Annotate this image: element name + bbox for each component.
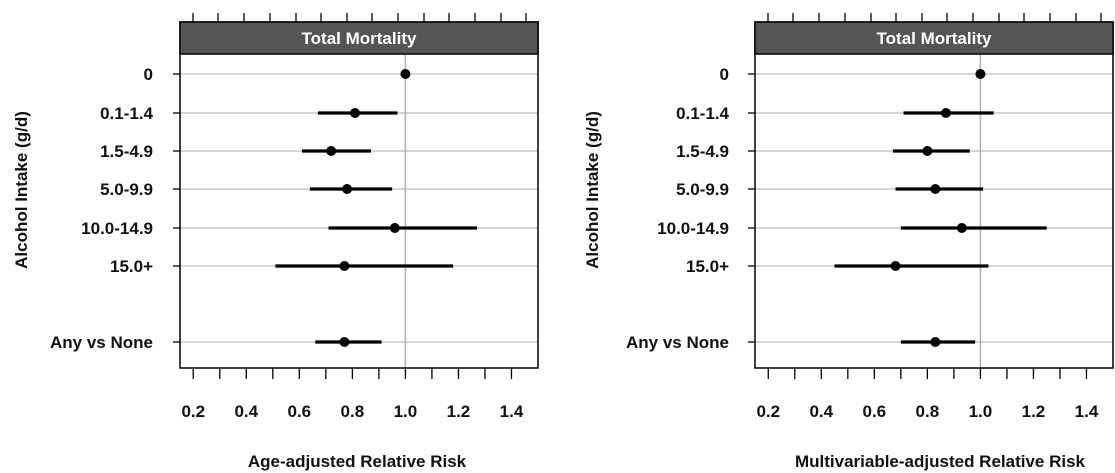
category-label: 15.0+	[110, 257, 153, 276]
point-estimate	[339, 337, 350, 347]
x-tick-label: 1.4	[1075, 402, 1099, 421]
panel-title: Total Mortality	[302, 29, 417, 48]
category-label: 5.0-9.9	[676, 180, 729, 199]
point-estimate	[890, 261, 901, 271]
right-panel: 0 0.1-1.4 1.5-4.9 5.0-9.9 10.0-14.9 15.0+ Any …	[583, 13, 1114, 471]
x-axis-title: Age-adjusted Relative Risk	[248, 452, 467, 471]
x-tick-label: 1.0	[394, 402, 418, 421]
category-label: 1.5-4.9	[100, 142, 153, 161]
x-tick-label: 0.2	[181, 402, 205, 421]
point-estimate	[930, 184, 941, 194]
category-label: 0.1-1.4	[676, 104, 729, 123]
x-tick-label: 0.8	[916, 402, 940, 421]
left-panel: 0 0.1-1.4 1.5-4.9 5.0-9.9 10.0-14.9 15.0+ Any …	[12, 13, 539, 471]
strip-header	[179, 21, 539, 55]
category-label: 1.5-4.9	[676, 142, 729, 161]
x-tick-label: 0.6	[863, 402, 887, 421]
x-tick-label: 0.6	[288, 402, 312, 421]
point-estimate	[975, 69, 986, 79]
x-tick-label: 0.4	[234, 402, 258, 421]
category-label: Any vs None	[50, 333, 153, 352]
y-axis-title: Alcohol Intake (g/d)	[583, 111, 602, 269]
point-estimate	[350, 108, 361, 118]
x-axis-title: Multivariable-adjusted Relative Risk	[795, 452, 1086, 471]
category-label: 15.0+	[686, 257, 729, 276]
category-label: 0	[720, 65, 729, 84]
point-estimate	[400, 69, 411, 79]
category-label: 5.0-9.9	[100, 180, 153, 199]
category-label: Any vs None	[626, 333, 729, 352]
point-estimate	[940, 108, 951, 118]
x-tick-label: 0.4	[809, 402, 833, 421]
x-tick-label: 1.0	[969, 402, 993, 421]
point-estimate	[956, 223, 967, 233]
point-estimate	[922, 146, 933, 156]
x-tick-label: 1.4	[500, 402, 524, 421]
point-estimate	[389, 223, 400, 233]
strip-header	[754, 21, 1114, 55]
x-tick-label: 1.2	[1022, 402, 1046, 421]
category-label: 10.0-14.9	[81, 219, 153, 238]
point-estimate	[339, 261, 350, 271]
x-tick-label: 1.2	[447, 402, 471, 421]
point-estimate	[930, 337, 941, 347]
category-label: 0	[144, 65, 153, 84]
point-estimate	[326, 146, 337, 156]
x-tick-label: 0.2	[756, 402, 780, 421]
category-label: 0.1-1.4	[100, 104, 153, 123]
point-estimate	[342, 184, 353, 194]
category-label: 10.0-14.9	[657, 219, 729, 238]
x-tick-label: 0.8	[341, 402, 365, 421]
y-axis-title: Alcohol Intake (g/d)	[12, 111, 31, 269]
panel-title: Total Mortality	[877, 29, 992, 48]
